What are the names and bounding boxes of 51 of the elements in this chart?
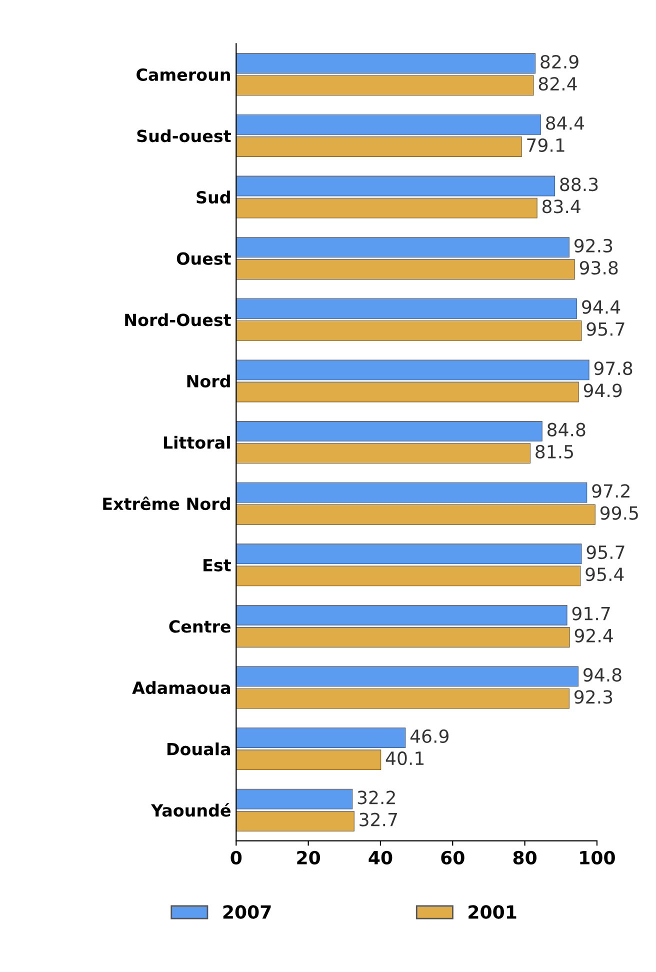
- data-label: 91.7: [572, 606, 610, 620]
- data-label: 46.9: [410, 729, 448, 744]
- bar: [236, 688, 570, 709]
- x-tick-label: 0: [230, 850, 242, 864]
- bar: [236, 666, 578, 687]
- y-tick-label: Centre: [169, 620, 230, 633]
- y-tick-label: Douala: [167, 742, 230, 756]
- y-tick-label: Nord-Ouest: [125, 313, 231, 326]
- y-tick-label: Extrême Nord: [103, 496, 230, 510]
- data-label: 83.4: [542, 200, 580, 214]
- y-tick-label: Adamaoua: [132, 681, 230, 694]
- data-label: 95.7: [586, 545, 624, 560]
- y-tick-label: Ouest: [176, 252, 231, 265]
- x-tick-label: 80: [513, 850, 536, 864]
- data-label: 93.8: [580, 260, 618, 275]
- data-label: 32.7: [360, 812, 397, 826]
- data-label: 40.1: [386, 751, 424, 766]
- data-label: 79.1: [527, 138, 564, 152]
- y-tick-label: Cameroun: [136, 68, 230, 81]
- x-tick-label: 20: [297, 850, 320, 864]
- data-label: 95.7: [586, 322, 624, 336]
- data-label: 92.4: [574, 628, 613, 642]
- y-tick-label: Sud: [196, 190, 230, 204]
- data-label: 94.9: [584, 384, 622, 398]
- data-label: 94.8: [584, 668, 622, 682]
- data-label: 82.4: [538, 77, 577, 91]
- data-label: 92.3: [574, 690, 612, 704]
- y-tick-label: Littoral: [164, 436, 230, 449]
- x-tick-label: 60: [441, 850, 464, 864]
- bar: [236, 176, 556, 196]
- data-label: 81.5: [536, 444, 574, 459]
- data-label: 82.9: [540, 54, 578, 69]
- data-label: 95.4: [586, 568, 624, 582]
- data-label: 84.4: [546, 116, 584, 130]
- data-label: 84.8: [548, 422, 586, 436]
- data-label: 94.4: [582, 300, 620, 314]
- y-tick-label: Nord: [187, 374, 230, 388]
- data-label: 88.3: [560, 178, 598, 192]
- data-label: 97.2: [592, 484, 630, 498]
- data-label: 99.5: [600, 506, 638, 520]
- legend-label: 2001: [468, 905, 516, 919]
- y-tick-label: Yaoundé: [150, 803, 230, 817]
- y-tick-label: Est: [204, 559, 231, 572]
- data-label: 92.3: [574, 238, 612, 253]
- data-label: 32.2: [358, 790, 395, 804]
- legend-label: 2007: [223, 905, 271, 919]
- y-tick-label: Sud-ouest: [137, 129, 231, 142]
- bar: [236, 198, 538, 218]
- x-tick-label: 100: [580, 850, 615, 864]
- data-label: 97.8: [594, 361, 632, 376]
- x-tick-label: 40: [368, 850, 392, 864]
